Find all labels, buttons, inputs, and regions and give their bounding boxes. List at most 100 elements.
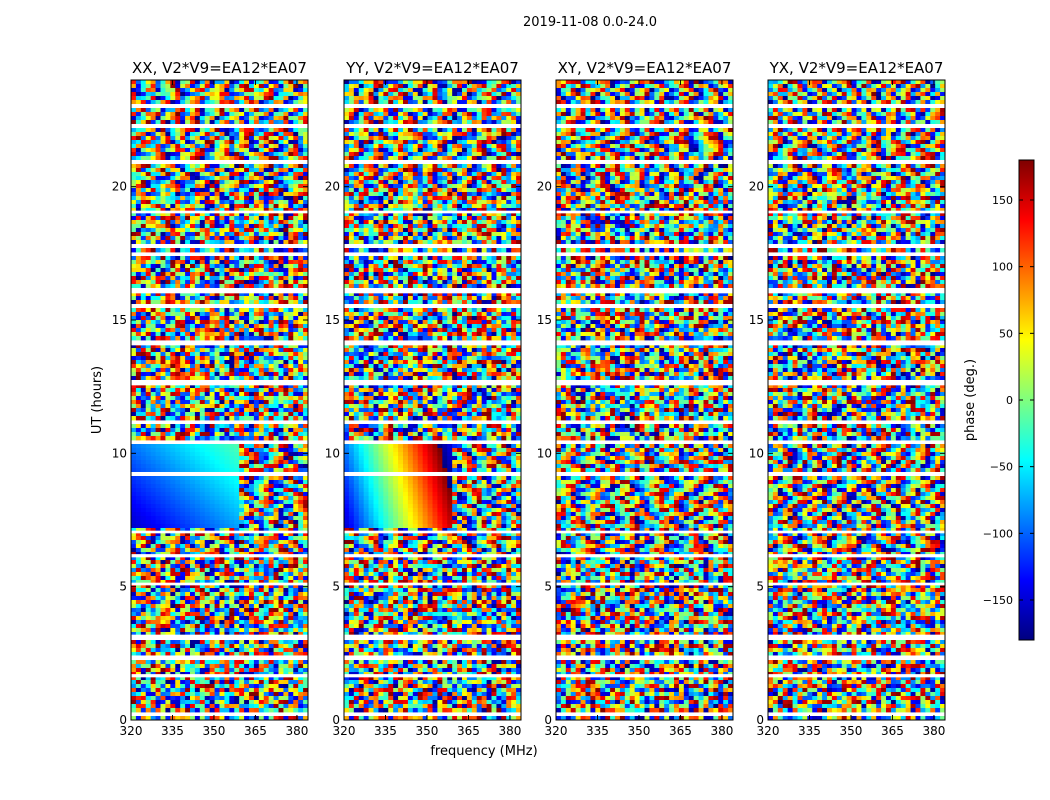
heatmap-cell: [135, 348, 142, 353]
heatmap-cell: [135, 196, 142, 201]
heatmap-cell: [224, 376, 230, 381]
heatmap-cell: [253, 660, 260, 665]
heatmap-cell: [239, 216, 245, 221]
heatmap-cell: [175, 480, 181, 485]
heatmap-cell: [131, 140, 137, 145]
heatmap-cell: [219, 336, 225, 341]
heatmap-cell: [180, 480, 186, 485]
heatmap-cell: [263, 212, 270, 217]
heatmap-cell: [303, 568, 309, 573]
heatmap-cell: [283, 296, 289, 301]
heatmap-cell: [180, 200, 186, 205]
heatmap-cell: [288, 644, 294, 649]
heatmap-cell: [155, 412, 161, 417]
heatmap-cell: [303, 648, 309, 653]
heatmap-cell: [249, 212, 255, 217]
heatmap-cell: [219, 512, 225, 517]
heatmap-cell: [160, 316, 166, 321]
heatmap-cell: [140, 528, 147, 533]
heatmap-cell: [224, 644, 230, 649]
heatmap-cell: [145, 556, 152, 561]
heatmap-cell: [278, 280, 284, 285]
heatmap-cell: [298, 392, 304, 397]
heatmap-cell: [145, 216, 152, 221]
heatmap-cell: [224, 152, 230, 157]
heatmap-cell: [140, 648, 147, 653]
heatmap-cell: [155, 648, 161, 653]
heatmap-cell: [234, 676, 240, 681]
heatmap-cell: [180, 524, 186, 529]
heatmap-cell: [249, 272, 255, 277]
heatmap-cell: [278, 208, 284, 213]
heatmap-cell: [253, 436, 260, 441]
heatmap-cell: [131, 532, 137, 537]
heatmap-cell: [140, 208, 147, 213]
heatmap-cell: [219, 464, 225, 469]
heatmap-cell: [244, 676, 250, 681]
heatmap-cell: [263, 560, 270, 565]
heatmap-cell: [224, 524, 230, 529]
heatmap-cell: [229, 488, 235, 493]
heatmap-cell: [298, 668, 304, 673]
heatmap-cell: [135, 564, 142, 569]
heatmap-cell: [303, 572, 309, 577]
heatmap-cell: [234, 228, 240, 233]
heatmap-cell: [214, 256, 220, 261]
heatmap-cell: [273, 308, 279, 313]
heatmap-cell: [239, 284, 245, 289]
heatmap-cell: [239, 644, 245, 649]
heatmap-cell: [204, 644, 211, 649]
heatmap-cell: [185, 368, 191, 373]
heatmap-cell: [190, 212, 196, 217]
heatmap-cell: [175, 616, 181, 621]
heatmap-cell: [155, 680, 161, 685]
heatmap-cell: [214, 520, 220, 525]
heatmap-cell: [165, 564, 171, 569]
heatmap-cell: [224, 308, 230, 313]
heatmap-cell: [135, 424, 142, 429]
heatmap-cell: [268, 660, 274, 665]
heatmap-cell: [278, 676, 284, 681]
heatmap-cell: [190, 500, 196, 505]
heatmap-cell: [239, 452, 245, 457]
heatmap-cell: [131, 192, 137, 197]
heatmap-cell: [135, 224, 142, 229]
heatmap-cell: [268, 248, 274, 253]
heatmap-cell: [293, 624, 299, 629]
heatmap-cell: [234, 336, 240, 341]
heatmap-cell: [229, 328, 235, 333]
heatmap-cell: [258, 660, 265, 665]
heatmap-cell: [249, 236, 255, 241]
heatmap-cell: [239, 468, 245, 473]
heatmap-cell: [239, 312, 245, 317]
heatmap-cell: [258, 208, 265, 213]
heatmap-cell: [253, 80, 260, 85]
heatmap-cell: [199, 368, 206, 373]
heatmap-cell: [160, 212, 166, 217]
heatmap-cell: [219, 648, 225, 653]
heatmap-cell: [160, 540, 166, 545]
heatmap-cell: [175, 312, 181, 317]
heatmap-cell: [185, 448, 191, 453]
heatmap-cell: [190, 652, 196, 657]
heatmap-cell: [239, 152, 245, 157]
heatmap-cell: [263, 620, 270, 625]
heatmap-cell: [131, 196, 137, 201]
heatmap-cell: [155, 480, 161, 485]
heatmap-cell: [135, 580, 142, 585]
heatmap-cell: [219, 192, 225, 197]
heatmap-cell: [135, 544, 142, 549]
heatmap-cell: [219, 312, 225, 317]
heatmap-cell: [199, 532, 206, 537]
heatmap-cell: [229, 312, 235, 317]
heatmap-cell: [204, 364, 211, 369]
heatmap-cell: [190, 632, 196, 637]
heatmap-cell: [135, 268, 142, 273]
heatmap-cell: [209, 404, 215, 409]
heatmap-cell: [249, 412, 255, 417]
heatmap-cell: [165, 224, 171, 229]
heatmap-cell: [199, 540, 206, 545]
heatmap-cell: [190, 548, 196, 553]
heatmap-cell: [293, 404, 299, 409]
heatmap-cell: [278, 684, 284, 689]
